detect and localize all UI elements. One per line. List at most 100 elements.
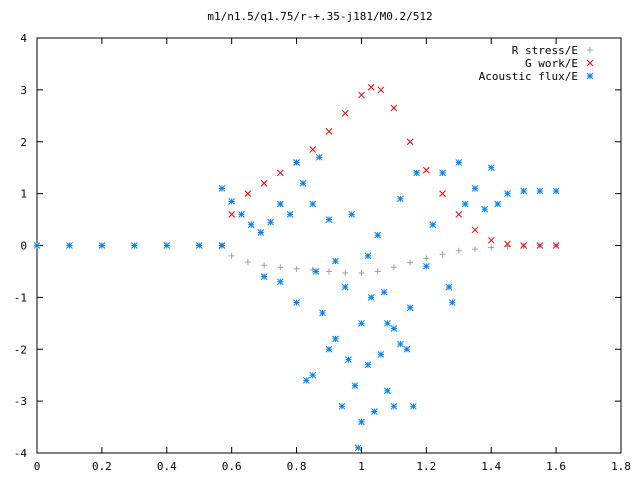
data-point [341, 109, 349, 117]
data-point [390, 264, 397, 271]
data-point [354, 444, 362, 452]
data-point [397, 195, 404, 203]
data-point [520, 187, 528, 195]
data-point [315, 153, 323, 161]
data-point [98, 242, 106, 249]
data-point [257, 229, 265, 236]
data-point [244, 190, 252, 197]
data-point [364, 361, 372, 369]
data-point [195, 242, 203, 249]
data-point [455, 247, 462, 254]
x-tick-label: 1.8 [611, 460, 631, 473]
series-marks [33, 83, 560, 452]
data-point [228, 252, 235, 259]
data-point [552, 187, 560, 195]
data-point [358, 418, 365, 426]
data-point [260, 273, 268, 280]
data-point [487, 164, 495, 172]
x-tick-label: 0 [34, 460, 41, 473]
data-point [163, 242, 171, 249]
data-point [345, 356, 352, 363]
data-point [244, 259, 251, 266]
data-point [325, 345, 333, 353]
data-point [439, 190, 446, 197]
data-point [377, 86, 385, 94]
axis-ticks: 0 0.2 0.4 0.6 0.8 1 1.2 1.4 1.6 1.8 4 3 2 1 0 -1 -2 -3 -4 [14, 32, 631, 473]
data-point [325, 128, 333, 135]
x-tick-label: 1.6 [546, 460, 566, 473]
data-point [455, 211, 463, 218]
data-point [410, 402, 417, 410]
data-point [247, 221, 255, 229]
data-point [374, 268, 381, 275]
y-tick-label: -1 [14, 291, 27, 304]
data-point [367, 294, 375, 301]
data-point [293, 265, 300, 272]
data-point [260, 179, 268, 187]
chart-title: m1/n1.5/q1.75/r-+.35-j181/M0.2/512 [207, 10, 432, 23]
data-point [471, 226, 479, 234]
data-point [504, 240, 511, 248]
data-point [455, 159, 463, 166]
data-point [276, 169, 284, 177]
data-point [390, 402, 398, 410]
data-point [342, 269, 349, 276]
data-point [358, 319, 365, 327]
data-point [471, 185, 479, 192]
data-point [332, 335, 339, 343]
data-point [371, 408, 378, 415]
data-point [238, 211, 245, 218]
data-point [299, 179, 307, 187]
data-point [384, 319, 391, 327]
data-point [439, 169, 446, 177]
data-point [377, 351, 385, 358]
x-tick-label: 1 [358, 460, 365, 473]
series-2 [33, 153, 560, 452]
x-tick-label: 0.4 [157, 460, 177, 473]
data-point [439, 251, 446, 258]
data-point [218, 242, 226, 249]
data-point [228, 211, 236, 218]
data-point [332, 257, 339, 265]
data-point [403, 345, 411, 353]
y-tick-label: 0 [20, 240, 27, 253]
data-point [218, 185, 226, 192]
x-tick-label: 0.8 [287, 460, 307, 473]
data-point [422, 166, 430, 174]
y-tick-label: 4 [20, 32, 27, 45]
data-point [348, 211, 356, 218]
data-point [423, 255, 430, 262]
data-point [293, 159, 300, 166]
x-tick-label: 0.6 [222, 460, 242, 473]
data-point [536, 187, 544, 195]
series-1 [218, 83, 560, 249]
data-point [276, 200, 284, 208]
data-point [494, 200, 502, 208]
data-point [481, 205, 489, 213]
legend-label: R stress/E [512, 44, 578, 57]
legend-label: Acoustic flux/E [479, 70, 578, 83]
data-point [341, 283, 349, 291]
data-point [309, 200, 317, 208]
data-point [293, 299, 300, 306]
data-point [406, 138, 414, 146]
data-point [312, 268, 320, 275]
y-tick-label: -2 [14, 343, 27, 356]
data-point [374, 231, 382, 239]
data-point [488, 244, 495, 251]
data-point [397, 340, 404, 348]
data-point [276, 278, 284, 286]
data-point [406, 304, 414, 312]
x-tick-label: 1.4 [481, 460, 501, 473]
data-point [448, 299, 456, 306]
data-point [364, 252, 372, 260]
data-point [302, 377, 310, 384]
plot-area-border [36, 37, 622, 454]
data-point [552, 242, 560, 249]
y-tick-label: 3 [20, 84, 27, 97]
data-point [461, 200, 469, 208]
data-point [338, 402, 346, 410]
data-point [384, 387, 391, 395]
data-point [130, 242, 138, 249]
